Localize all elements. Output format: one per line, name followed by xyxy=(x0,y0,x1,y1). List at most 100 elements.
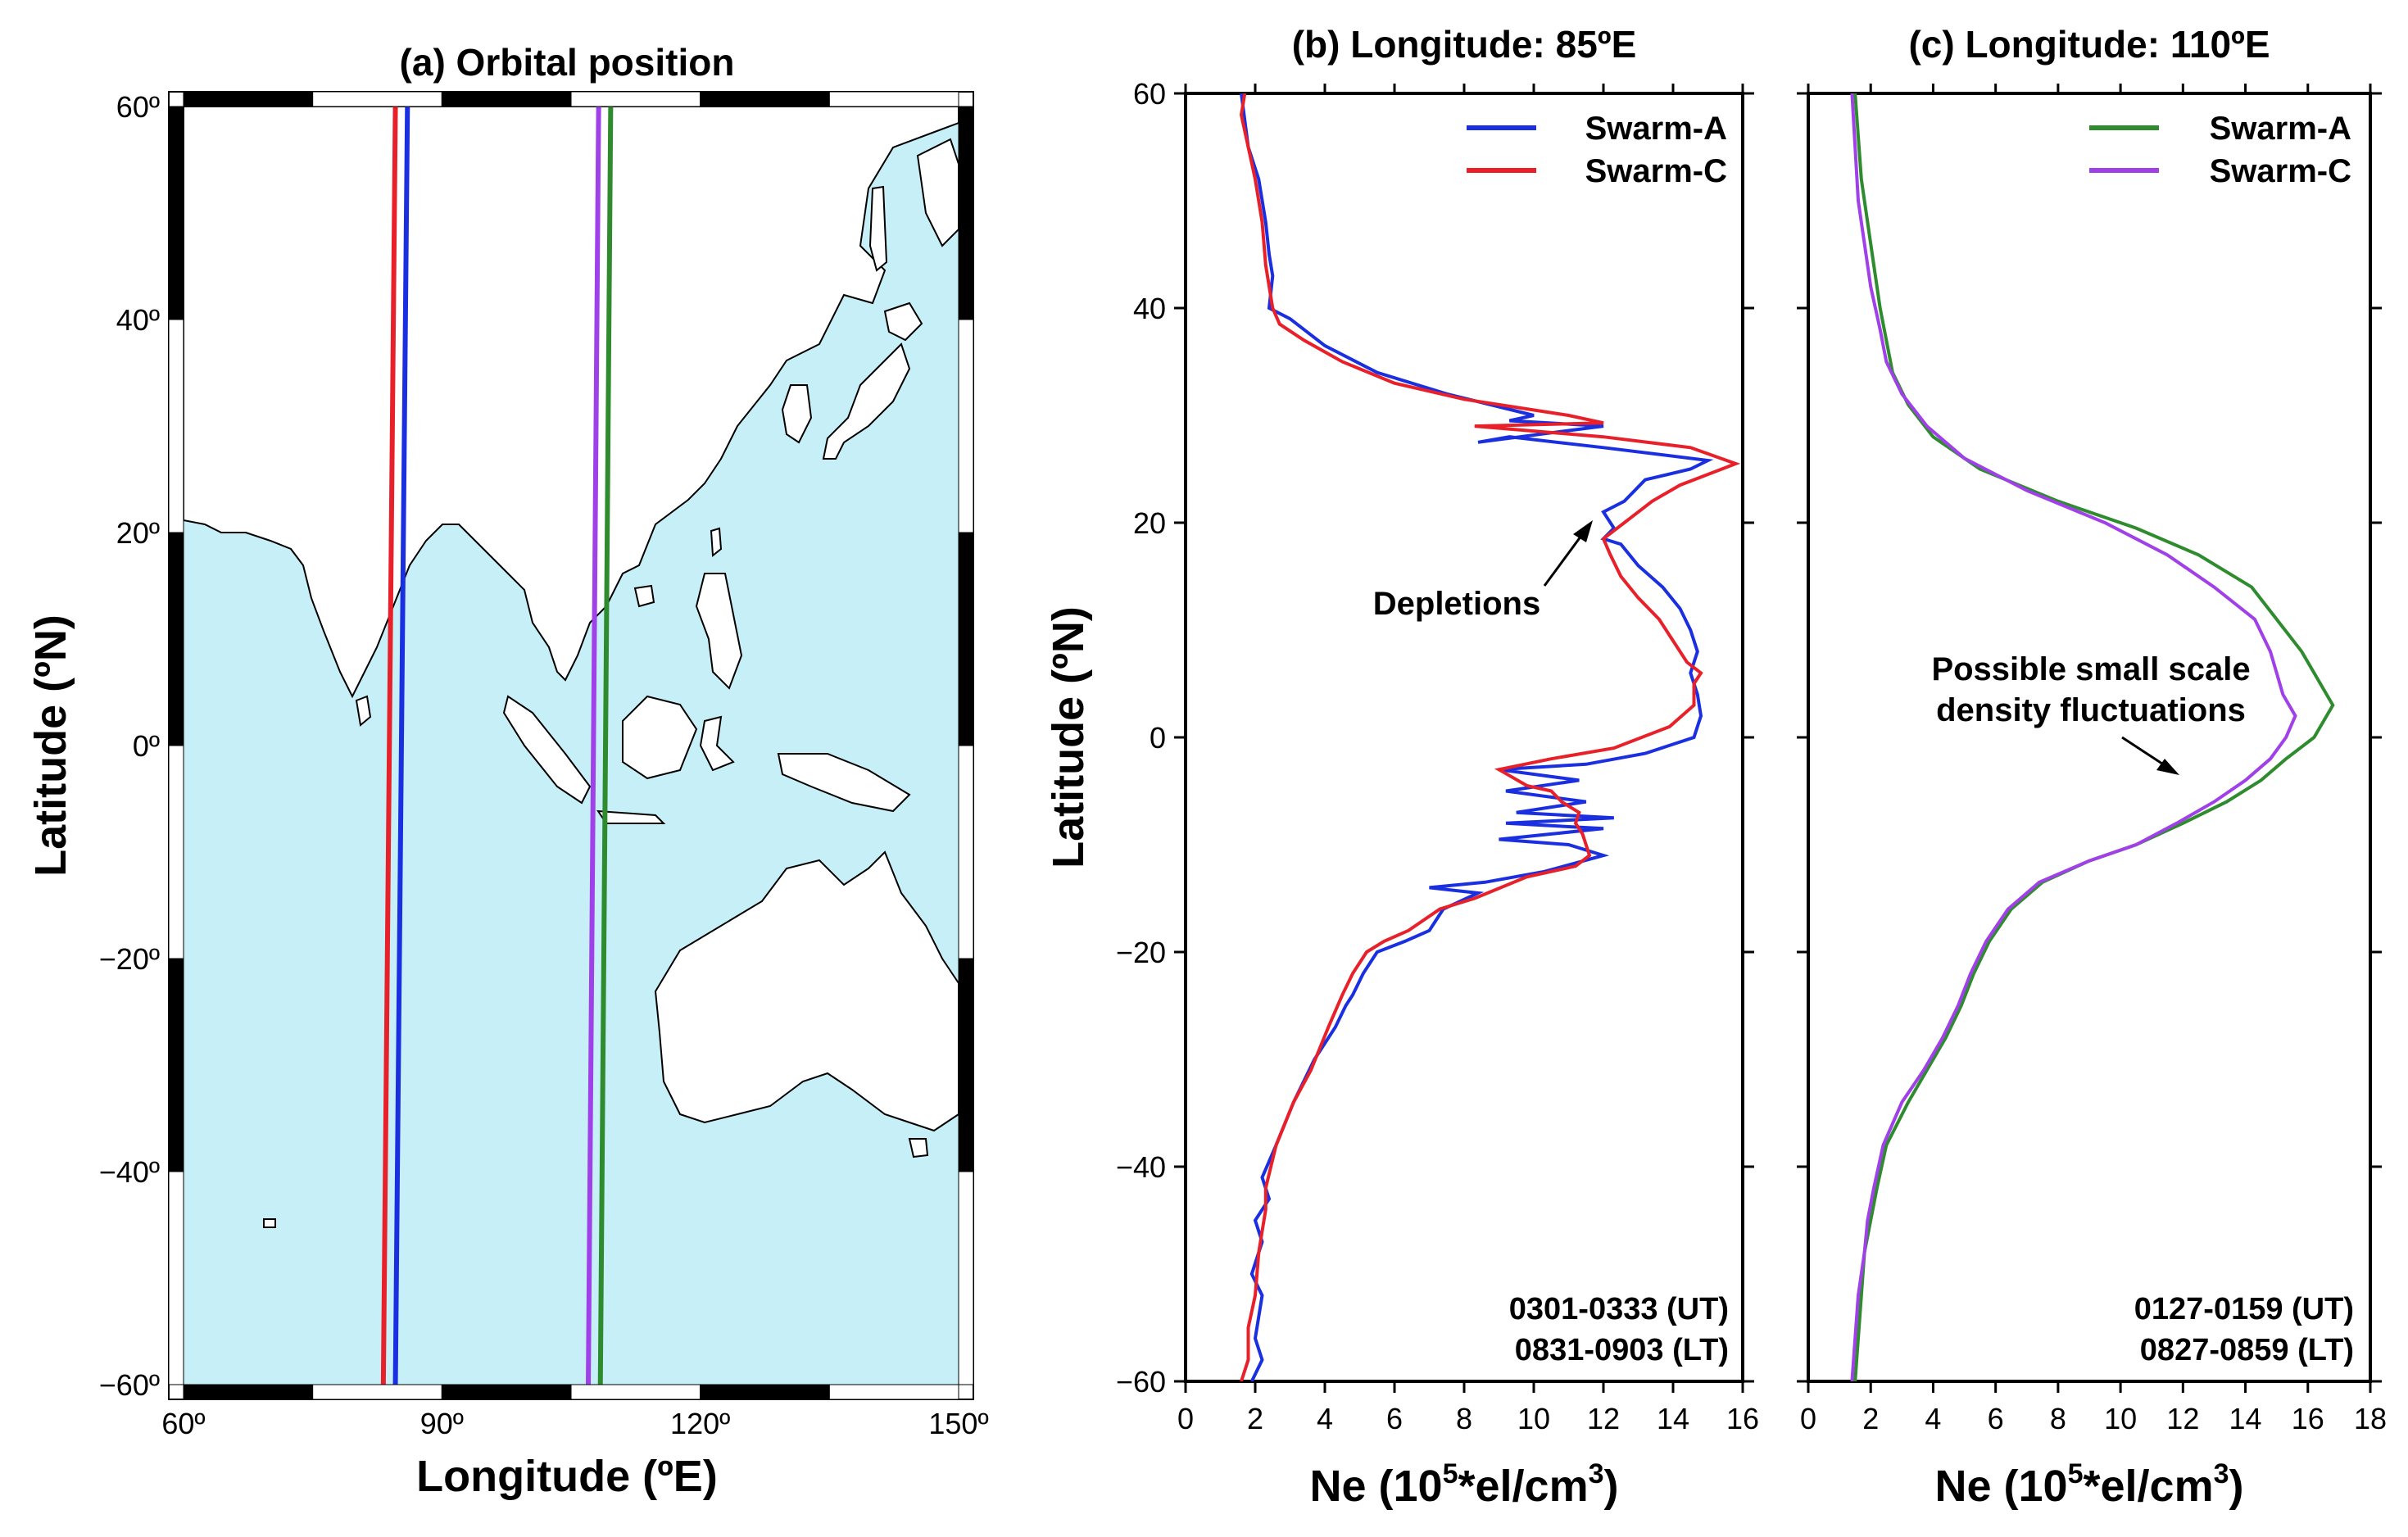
map-frame-seg-left xyxy=(168,319,184,533)
panel-b-legend: Swarm-A Swarm-C xyxy=(1467,111,1727,189)
legend-c-label-c: Swarm-C xyxy=(2210,153,2351,189)
land-new-guinea xyxy=(777,753,911,813)
map-frame-seg-right xyxy=(958,958,974,1172)
x-tick-label: 16 xyxy=(2292,1402,2324,1435)
x-tick-label: 8 xyxy=(2050,1402,2066,1435)
y-tick-label: 20 xyxy=(1133,506,1166,540)
y-tick-label: −60 xyxy=(1116,1365,1166,1399)
panel-c-frame xyxy=(1807,92,2372,1383)
x-tick-label: 0 xyxy=(1800,1402,1816,1435)
panel-a-map: (a) Orbital position xyxy=(26,41,989,1501)
panel-b-y-label: Latitude (ºN) xyxy=(1044,606,1093,868)
map-frame-seg-bottom xyxy=(441,1384,572,1400)
land-asia xyxy=(184,107,959,699)
map-frame-seg-top xyxy=(441,91,572,107)
panel-b-ticks: 0 2 4 6 8 10 12 14 16 60 40 20 0 −20 −40 −60 xyxy=(1116,77,1759,1435)
land-masses xyxy=(184,107,959,1228)
panel-b: (b) Longitude: 85ºE 0 2 4 6 8 10 12 14 166040200… xyxy=(1044,23,1759,1511)
panel-b-annotation: Depletions xyxy=(1373,520,1593,622)
panel-b-time-ut: 0301-0333 (UT) xyxy=(1509,1292,1729,1326)
x-tick-label: 2 xyxy=(1862,1402,1879,1435)
x-tick-label: 2 xyxy=(1247,1402,1263,1435)
track-swarm-a-110e xyxy=(597,107,614,1385)
map-frame-seg-bottom xyxy=(312,1384,442,1400)
x-tick-label: 10 xyxy=(1517,1402,1550,1435)
panel-b-title: (b) Longitude: 85ºE xyxy=(1292,23,1637,66)
map-x-tick-label: 60º xyxy=(161,1407,205,1440)
annotation-arrow-head xyxy=(1573,520,1593,542)
land-kerguelen xyxy=(263,1218,276,1228)
x-tick-label: 12 xyxy=(2166,1402,2199,1435)
annotation-depletions: Depletions xyxy=(1373,586,1540,622)
map-frame-seg-right xyxy=(958,532,974,746)
y-tick-label: 60 xyxy=(1133,77,1166,111)
map-x-label: Longitude (ºE) xyxy=(416,1452,718,1501)
map-y-tick-label: 20º xyxy=(116,516,160,550)
x-tick-label: 8 xyxy=(1456,1402,1472,1435)
map-frame-seg-top xyxy=(700,91,830,107)
map-y-tick-label: −20º xyxy=(99,942,160,976)
track-swarm-c-110e xyxy=(586,107,601,1385)
annotation-fluctuations-line2: density fluctuations xyxy=(1936,692,2246,728)
y-tick-label: 40 xyxy=(1133,292,1166,325)
land-australia xyxy=(654,850,959,1132)
x-tick-label: 12 xyxy=(1587,1402,1620,1435)
panel-c-annotation: Possible small scale density fluctuation… xyxy=(1931,651,2251,775)
map-frame-seg-left xyxy=(168,1171,184,1385)
x-tick-label: 6 xyxy=(1988,1402,2004,1435)
track-swarm-c-85e xyxy=(380,107,398,1385)
x-tick-label: 10 xyxy=(2104,1402,2137,1435)
map-frame-seg-right xyxy=(958,106,974,320)
x-tick-label: 18 xyxy=(2354,1402,2387,1435)
map-frame-seg-top xyxy=(312,91,442,107)
y-tick-label: 0 xyxy=(1150,721,1166,755)
orbit-tracks xyxy=(380,107,614,1385)
map-frame-seg-left xyxy=(168,532,184,746)
land-philippines xyxy=(695,573,743,690)
legend-b-label-a: Swarm-A xyxy=(1585,111,1727,147)
annotation-fluctuations-line1: Possible small scale xyxy=(1931,651,2250,687)
land-kamchatka xyxy=(916,138,959,247)
panel-c-time-ut: 0127-0159 (UT) xyxy=(2134,1292,2354,1326)
land-sri-lanka xyxy=(355,695,372,727)
map-x-tick-label: 120º xyxy=(670,1407,730,1440)
land-taiwan xyxy=(710,527,723,557)
y-tick-label: −40 xyxy=(1116,1150,1166,1184)
map-y-tick-label: 40º xyxy=(116,303,160,337)
map-frame xyxy=(168,91,974,1400)
land-borneo xyxy=(622,695,698,780)
map-y-tick-label: 60º xyxy=(116,90,160,124)
x-tick-label: 0 xyxy=(1177,1402,1194,1435)
land-korea xyxy=(781,384,813,444)
map-tick-labels: 60º 90º 120º 150º 60º 40º 20º 0º −20º −40º −60º xyxy=(99,90,989,1440)
annotation-c-arrow-head xyxy=(2156,759,2179,775)
panel-b-time-lt: 0831-0903 (LT) xyxy=(1515,1333,1729,1367)
map-y-tick-label: −40º xyxy=(99,1155,160,1189)
panel-b-x-label: Ne (105*el/cm3) xyxy=(1309,1458,1618,1511)
x-tick-label: 6 xyxy=(1386,1402,1403,1435)
panel-c-legend: Swarm-A Swarm-C xyxy=(2089,111,2351,189)
map-frame-seg-bottom xyxy=(570,1384,701,1400)
x-tick-label: 16 xyxy=(1726,1402,1759,1435)
legend-c-label-a: Swarm-A xyxy=(2210,111,2351,147)
land-japan xyxy=(822,342,911,460)
x-tick-label: 4 xyxy=(1925,1402,1941,1435)
map-frame-seg-top xyxy=(828,91,959,107)
map-frame-seg-bottom xyxy=(700,1384,830,1400)
panel-c-x-label: Ne (105*el/cm3) xyxy=(1934,1458,2243,1511)
panel-c-title: (c) Longitude: 110ºE xyxy=(1908,23,2270,66)
map-frame-seg-top xyxy=(183,91,314,107)
panel-c: (c) Longitude: 110ºE 0 2 4 6 8 10 12 14 16 18 Swa… xyxy=(1797,23,2387,1511)
x-tick-label: 4 xyxy=(1317,1402,1333,1435)
x-tick-label: 14 xyxy=(2229,1402,2262,1435)
panel-b-frame xyxy=(1184,92,1744,1383)
y-tick-label: −20 xyxy=(1116,936,1166,969)
map-frame-seg-bottom xyxy=(828,1384,959,1400)
series-c-swarm-a xyxy=(1853,93,2335,1381)
land-tasmania xyxy=(908,1138,929,1158)
map-frame-seg-right xyxy=(958,1171,974,1385)
panel-c-time-lt: 0827-0859 (LT) xyxy=(2140,1333,2354,1367)
land-hainan xyxy=(633,584,655,608)
map-frame-seg-right xyxy=(958,745,974,959)
map-frame-seg-left xyxy=(168,958,184,1172)
